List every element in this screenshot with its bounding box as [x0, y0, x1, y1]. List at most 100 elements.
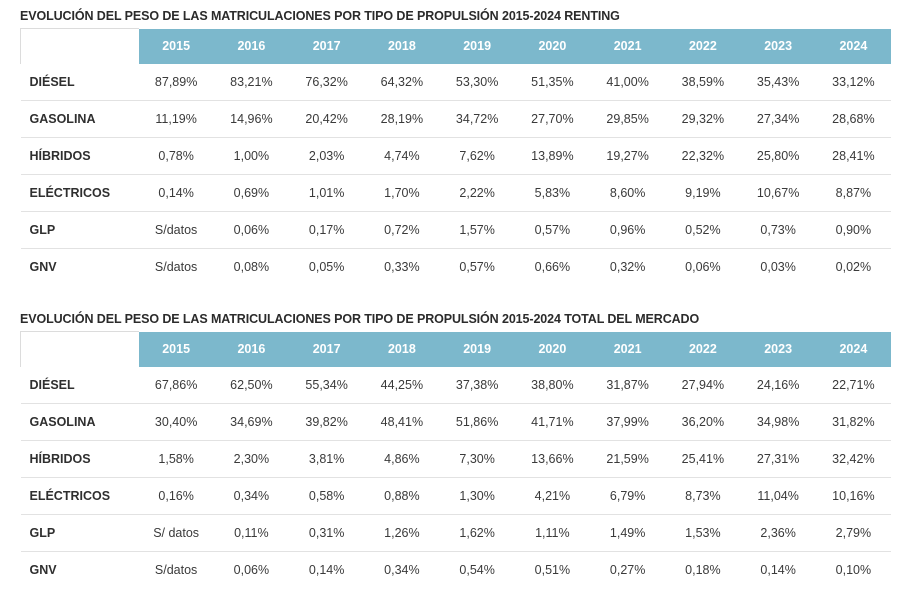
row-label: ELÉCTRICOS [20, 477, 139, 515]
table-header-row: 2015 2016 2017 2018 2019 2020 2021 2022 … [20, 331, 891, 367]
year-header: 2016 [213, 331, 289, 367]
table-cell: S/datos [154, 260, 198, 274]
table-cell: 0,66% [534, 260, 571, 274]
row-label: GASOLINA [20, 403, 139, 441]
year-header: 2017 [289, 331, 365, 367]
row-label: GASOLINA [20, 100, 139, 138]
table-cell: 27,34% [740, 100, 816, 138]
table-cell: 0,34% [213, 477, 289, 515]
table-row: GASOLINA 11,19% 14,96% 20,42% 28,19% 34,… [20, 100, 891, 138]
table-cell: 41,00% [590, 64, 666, 101]
table-cell: 22,32% [665, 137, 741, 175]
table-cell: 41,71% [514, 403, 590, 441]
table-cell: 0,10% [835, 563, 872, 577]
table-cell: 4,74% [364, 137, 440, 175]
table-cell: 10,16% [815, 477, 891, 515]
table-cell: 64,32% [364, 64, 440, 101]
table-row: GASOLINA 30,40% 34,69% 39,82% 48,41% 51,… [20, 403, 891, 441]
table-cell: 0,33% [384, 260, 420, 274]
table-cell: 5,83% [514, 174, 590, 212]
table-cell: 55,34% [289, 367, 365, 404]
year-header: 2022 [665, 331, 741, 367]
table-cell: 20,42% [289, 100, 365, 138]
year-header: 2020 [514, 28, 590, 64]
table-cell: 1,57% [439, 211, 515, 249]
table-cell: 28,19% [364, 100, 440, 138]
table-cell: 2,03% [289, 137, 365, 175]
table-cell: S/ datos [138, 514, 214, 552]
row-label: DIÉSEL [20, 367, 139, 404]
table-row: GNV S/datos 0,08% 0,05% 0,33% 0,57% 0,66… [21, 249, 892, 286]
table-cell: 38,59% [665, 64, 741, 101]
table-cell: 27,94% [665, 367, 741, 404]
table-cell: 0,14% [308, 563, 345, 577]
table-cell: 2,30% [213, 440, 289, 478]
row-label: GNV [29, 563, 57, 577]
table-cell: 0,58% [289, 477, 365, 515]
table-cell: 8,60% [590, 174, 666, 212]
table-cell: 0,57% [459, 260, 495, 274]
table-cell: 0,03% [760, 260, 796, 274]
table-cell: S/datos [154, 563, 198, 577]
table-cell: 0,69% [213, 174, 289, 212]
table-cell: 0,02% [835, 260, 872, 274]
table-cell: 0,06% [233, 563, 270, 577]
table-row: DIÉSEL 67,86% 62,50% 55,34% 44,25% 37,38… [20, 367, 891, 404]
table-cell: 34,98% [740, 403, 816, 441]
table-cell: 10,67% [740, 174, 816, 212]
year-header: 2017 [289, 28, 365, 64]
table-row: GLP S/datos 0,06% 0,17% 0,72% 1,57% 0,57… [20, 211, 891, 249]
table-cell: 29,85% [590, 100, 666, 138]
market-total-table: 2015 2016 2017 2018 2019 2020 2021 2022 … [20, 331, 891, 588]
table-cell: 0,90% [815, 211, 891, 249]
table-cell: 1,58% [138, 440, 214, 478]
table-cell: 34,72% [439, 100, 515, 138]
table-cell: 0,34% [384, 563, 420, 577]
table-cell: 21,59% [590, 440, 666, 478]
row-label: DIÉSEL [20, 64, 139, 101]
table-cell: 25,80% [740, 137, 816, 175]
table-cell: 0,06% [213, 211, 289, 249]
table-cell: 62,50% [213, 367, 289, 404]
year-header: 2015 [138, 28, 214, 64]
table-cell: 11,04% [740, 477, 816, 515]
table-cell: 44,25% [364, 367, 440, 404]
table-cell: 0,17% [289, 211, 365, 249]
table-cell: 51,86% [439, 403, 515, 441]
table-cell: 0,96% [590, 211, 666, 249]
table-cell: 30,40% [138, 403, 214, 441]
table-row: HÍBRIDOS 1,58% 2,30% 3,81% 4,86% 7,30% 1… [20, 440, 891, 478]
table-cell: 2,36% [740, 514, 816, 552]
table-cell: 22,71% [815, 367, 891, 404]
table-cell: 1,30% [439, 477, 515, 515]
table-cell: 1,49% [590, 514, 666, 552]
table-cell: 8,73% [665, 477, 741, 515]
table-cell: 1,70% [364, 174, 440, 212]
table-cell: 0,88% [364, 477, 440, 515]
table-cell: 7,30% [439, 440, 515, 478]
renting-table-title: EVOLUCIÓN DEL PESO DE LAS MATRICULACIONE… [20, 9, 620, 23]
row-label: GLP [20, 514, 139, 552]
table-cell: 28,68% [815, 100, 891, 138]
table-cell: 0,31% [289, 514, 365, 552]
year-header: 2016 [213, 28, 289, 64]
table-cell: 0,08% [233, 260, 270, 274]
table-row: ELÉCTRICOS 0,16% 0,34% 0,58% 0,88% 1,30%… [20, 477, 891, 515]
table-cell: 7,62% [439, 137, 515, 175]
table-cell: 0,72% [364, 211, 440, 249]
row-label: HÍBRIDOS [20, 440, 139, 478]
table-cell: 51,35% [514, 64, 590, 101]
year-header: 2024 [815, 28, 891, 64]
table-cell: 19,27% [590, 137, 666, 175]
year-header: 2019 [439, 331, 515, 367]
table-cell: 48,41% [364, 403, 440, 441]
year-header: 2018 [364, 331, 440, 367]
year-header: 2024 [815, 331, 891, 367]
table-cell: 9,19% [665, 174, 741, 212]
renting-table: 2015 2016 2017 2018 2019 2020 2021 2022 … [20, 28, 891, 285]
table-cell: 1,62% [439, 514, 515, 552]
table-cell: 0,06% [685, 260, 721, 274]
table-cell: 0,05% [308, 260, 345, 274]
year-header: 2022 [665, 28, 741, 64]
table-row: ELÉCTRICOS 0,14% 0,69% 1,01% 1,70% 2,22%… [20, 174, 891, 212]
